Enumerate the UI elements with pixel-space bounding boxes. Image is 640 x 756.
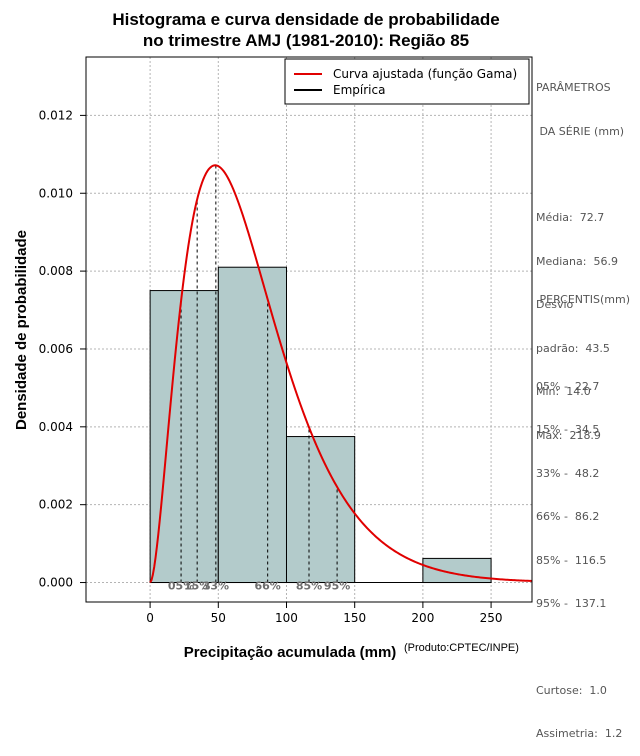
params-title-2: DA SÉRIE (mm) — [536, 124, 625, 138]
histogram-bars — [149, 266, 492, 584]
percentil-66: 66% - 86.2 — [536, 510, 600, 523]
param-desvio-2: padrão: 43.5 — [536, 341, 610, 355]
percentile-label-95: 95% — [324, 580, 350, 593]
y-tick-label-2: 0.004 — [39, 420, 73, 434]
percentil-05: 05% - 22.7 — [536, 379, 600, 393]
params-title-1: PARÂMETROS — [536, 81, 611, 94]
x-tick-label-2: 100 — [275, 611, 298, 625]
legend-box — [284, 58, 530, 105]
percentile-label-05: 05% — [168, 580, 194, 593]
legend-entry-empirical: Empírica — [333, 83, 385, 97]
y-tick-label-1: 0.002 — [39, 498, 73, 512]
param-min: Mín: 14.0 — [536, 385, 591, 398]
gamma-curve-group — [149, 164, 533, 584]
legend-entry-curve: Curva ajustada (função Gama) — [333, 67, 517, 81]
histogram-bar-2 — [285, 436, 356, 584]
x-axis-label: Precipitação acumulada (mm) — [184, 644, 397, 660]
param-media: Média: 72.7 — [536, 211, 605, 224]
percentil-33: 33% - 48.2 — [536, 466, 600, 480]
percentil-85: 85% - 116.5 — [536, 553, 607, 567]
x-tick-label-1: 50 — [211, 611, 226, 625]
percentile-label-15: 15% — [184, 580, 210, 593]
y-tick-label-0: 0.000 — [39, 576, 73, 590]
percentile-labels: 05%15%33% 66% 85% 95% — [168, 580, 350, 593]
param-desvio-1: Desvio — [536, 298, 574, 311]
histogram-bar-1 — [217, 266, 287, 584]
gamma-fit-curve — [149, 164, 533, 584]
percentil-95: 95% - 137.1 — [536, 597, 607, 610]
percentil-15: 15% - 34.5 — [536, 423, 600, 436]
y-tick-label-6: 0.012 — [39, 108, 73, 122]
x-axis: 0 50 100 150 200 250 — [146, 601, 503, 625]
y-axis-label: Densidade de probabilidade — [13, 230, 30, 430]
series-parameters-panel: PARÂMETROS DA SÉRIE (mm) Média: 72.7 Med… — [536, 52, 624, 458]
x-tick-label-5: 250 — [480, 611, 503, 625]
chart-title-line-1: Histograma e curva densidade de probabil… — [112, 10, 499, 29]
param-curtose: Curtose: 1.0 — [536, 683, 607, 697]
y-axis: 0.000 0.002 0.004 0.006 0.008 0.010 0.012 — [39, 108, 87, 590]
param-assimetria: Assimetria: 1.2 — [536, 727, 623, 740]
x-tick-label-0: 0 — [146, 611, 154, 625]
y-tick-label-5: 0.010 — [39, 186, 73, 200]
percentiles-panel: PERCENTIS(mm) 05% - 22.7 15% - 34.5 33% … — [536, 264, 630, 756]
percentile-label-85: 85% — [296, 580, 322, 593]
chart-title-line-2: no trimestre AMJ (1981-2010): Região 85 — [143, 31, 469, 50]
legend: Curva ajustada (função Gama) Empírica — [284, 58, 530, 105]
y-tick-label-4: 0.008 — [39, 264, 73, 278]
param-max: Máx: 218.9 — [536, 428, 601, 442]
param-mediana: Mediana: 56.9 — [536, 254, 618, 268]
percentile-label-66: 66% — [255, 580, 281, 593]
histogram-chart: Histograma e curva densidade de probabil… — [13, 10, 533, 660]
y-tick-label-3: 0.006 — [39, 342, 73, 356]
percentile-label-33: 33% — [203, 580, 229, 593]
histogram-bar-0 — [149, 290, 219, 584]
credit-label: (Produto:CPTEC/INPE) — [404, 642, 519, 654]
histogram-bar-4 — [422, 557, 492, 584]
x-tick-label-4: 200 — [411, 611, 434, 625]
percentile-lines — [180, 165, 338, 583]
x-tick-label-3: 150 — [343, 611, 366, 625]
percentis-title: PERCENTIS(mm) — [536, 293, 630, 306]
